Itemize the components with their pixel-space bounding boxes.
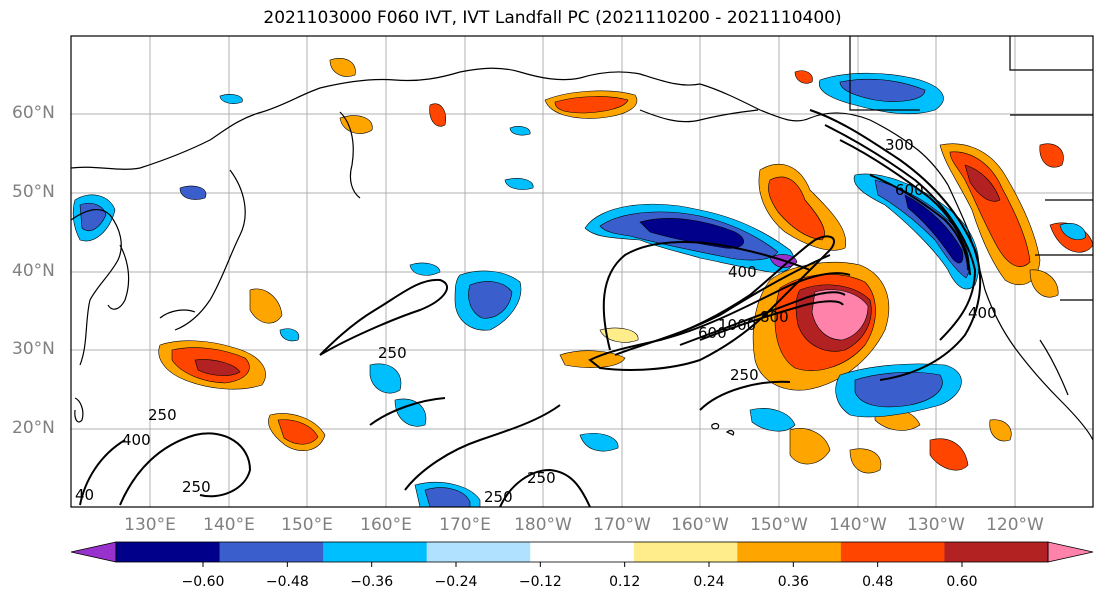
contour-label: 400 [968,304,997,322]
lon-label: 150°E [281,515,333,535]
lon-label: 130°W [907,515,965,535]
lon-label: 170°E [439,515,491,535]
colorbar-tick-label: −0.24 [434,574,478,590]
colorbar-segment [633,542,738,562]
colorbar-tick-label: −0.12 [518,574,562,590]
colorbar-outline [115,541,1049,563]
lon-label: 120°W [986,515,1044,535]
lon-label: 140°E [203,515,255,535]
contour-label: 250 [527,469,556,487]
lon-label: 160°W [671,515,729,535]
colorbar-segment [530,542,635,562]
lon-label: 150°W [750,515,808,535]
colorbar-tick-label: 0.48 [862,574,894,590]
lat-label: 20°N [12,418,55,438]
contour-label: 800 [760,308,789,326]
lat-label: 50°N [12,182,55,202]
colorbar-segment [323,542,428,562]
lon-label: 130°E [124,515,176,535]
coastlines [71,36,1093,441]
colorbar-tick-label: −0.60 [181,574,225,590]
lat-label: 60°N [12,103,55,123]
colorbar-extend-low [70,541,117,563]
contour-label: 300 [885,136,914,154]
contour-label: 250 [148,406,177,424]
colorbar-segment [737,542,842,562]
lon-label: 140°W [829,515,887,535]
colorbar-tick-label: −0.48 [265,574,309,590]
contour-label: 600 [698,324,727,342]
colorbar-segment [116,542,221,562]
lat-label: 30°N [12,339,55,359]
contour-label: 400 [122,431,151,449]
ivt-contours [79,109,982,507]
colorbar-tick-label: −0.36 [350,574,394,590]
colorbar-tick-label: 0.36 [777,574,809,590]
contour-label: 250 [484,488,513,506]
colorbar-segment [944,542,1049,562]
contour-label: 250 [182,478,211,496]
contour-label: 250 [378,344,407,362]
colorbar-segment [426,542,531,562]
colorbar-tick-label: 0.60 [946,574,978,590]
lon-label: 160°E [360,515,412,535]
lon-label: 170°W [593,515,651,535]
colorbar-tick-label: 0.24 [693,574,725,590]
contour-label: 1000 [718,316,756,334]
contour-label: 600 [895,181,924,199]
colorbar-segment [219,542,324,562]
lat-label: 40°N [12,261,55,281]
colorbar-segment [840,542,945,562]
lon-label: 180°W [514,515,572,535]
contour-label: 400 [728,263,757,281]
colorbar-tick-label: 0.12 [609,574,641,590]
map-title: 2021103000 F060 IVT, IVT Landfall PC (20… [263,8,842,28]
contour-label: 40 [75,486,94,504]
contour-label: 250 [730,366,759,384]
contour-labels: 250 250 250 250 250 250 400 400 400 600 … [75,136,997,506]
colorbar-extend-high [1047,541,1094,563]
